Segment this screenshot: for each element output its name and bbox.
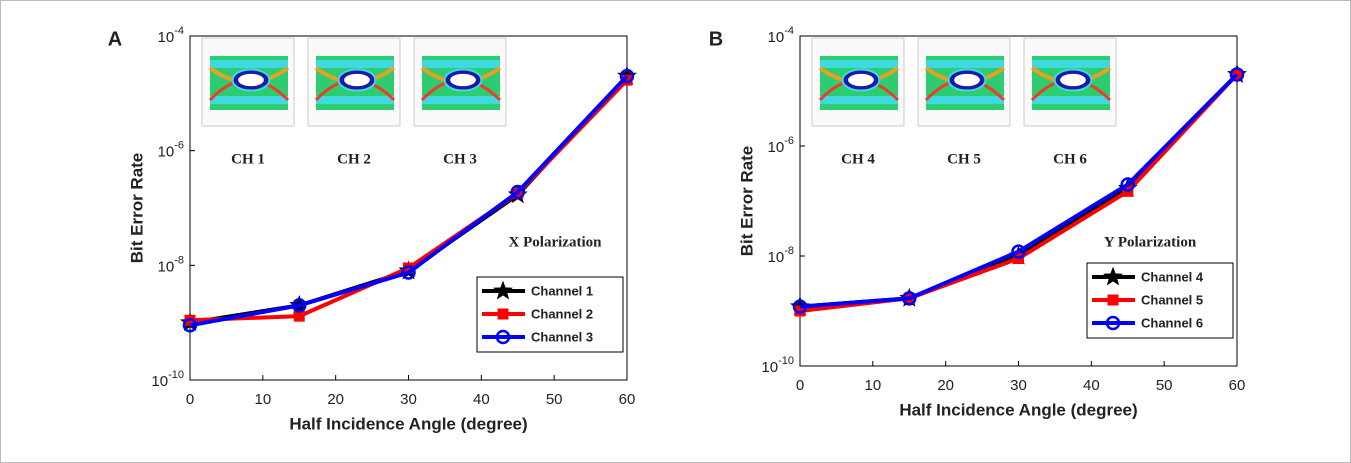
legend-label: Channel 6 (1141, 315, 1203, 330)
legend-label: Channel 4 (1141, 269, 1204, 284)
eye-band (820, 60, 898, 68)
eye-band (1032, 96, 1110, 104)
y-axis-label: Bit Error Rate (737, 146, 756, 257)
x-tick-label: 20 (327, 391, 344, 408)
legend-marker (1108, 295, 1118, 305)
x-tick-label: 50 (546, 391, 563, 408)
eye-band (820, 96, 898, 104)
eye-band (926, 60, 1004, 68)
eye-band (210, 60, 288, 68)
x-tick-label: 0 (796, 377, 804, 394)
x-tick-label: 40 (473, 391, 490, 408)
eye-opening (344, 74, 370, 86)
x-tick-label: 20 (937, 377, 954, 394)
annotation: Y Polarization (1104, 234, 1197, 250)
eye-opening (1060, 74, 1086, 86)
x-tick-label: 10 (254, 391, 271, 408)
panel-label: B (709, 28, 723, 50)
eye-band (422, 96, 500, 104)
eye-opening (450, 74, 476, 86)
panel-label: A (108, 28, 122, 50)
legend-label: Channel 2 (531, 306, 593, 321)
eye-band (422, 60, 500, 68)
inset-label: CH 4 (841, 151, 875, 167)
eye-band (210, 96, 288, 104)
x-tick-label: 30 (1010, 377, 1027, 394)
inset-label: CH 2 (337, 151, 371, 167)
eye-opening (238, 74, 264, 86)
x-axis-label: Half Incidence Angle (degree) (289, 414, 527, 433)
x-tick-label: 60 (619, 391, 636, 408)
x-tick-label: 0 (186, 391, 194, 408)
legend-label: Channel 1 (531, 283, 593, 298)
figure: A010203040506010-1010-810-610-4Half Inci… (0, 0, 1351, 463)
legend-label: Channel 5 (1141, 292, 1203, 307)
legend-label: Channel 3 (531, 329, 593, 344)
inset-label: CH 6 (1053, 151, 1087, 167)
eye-band (316, 60, 394, 68)
eye-band (316, 96, 394, 104)
x-tick-label: 40 (1083, 377, 1100, 394)
eye-band (1032, 60, 1110, 68)
eye-opening (954, 74, 980, 86)
inset-label: CH 5 (947, 151, 981, 167)
annotation: X Polarization (509, 234, 603, 250)
inset-label: CH 3 (443, 151, 477, 167)
legend-marker (498, 309, 508, 319)
eye-band (926, 96, 1004, 104)
inset-label: CH 1 (231, 151, 265, 167)
x-tick-label: 50 (1156, 377, 1173, 394)
x-tick-label: 60 (1229, 377, 1246, 394)
x-tick-label: 30 (400, 391, 417, 408)
eye-opening (848, 74, 874, 86)
y-axis-label: Bit Error Rate (127, 153, 146, 264)
x-tick-label: 10 (864, 377, 881, 394)
x-axis-label: Half Incidence Angle (degree) (899, 400, 1137, 419)
